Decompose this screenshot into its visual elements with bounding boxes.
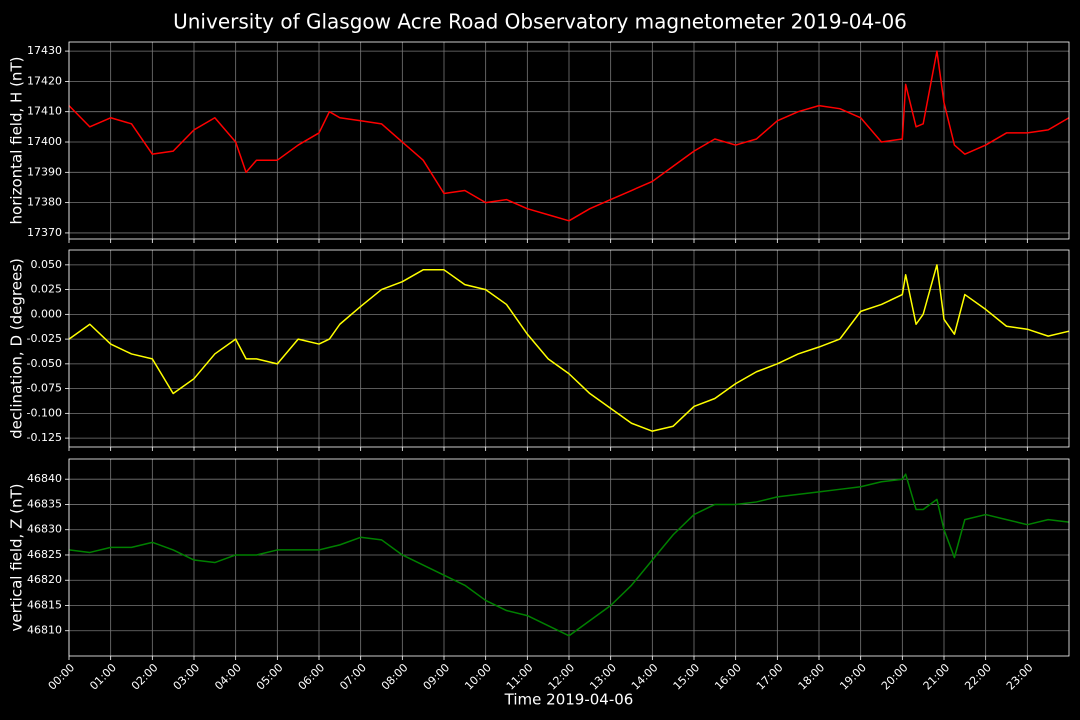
y-tick-label: 17390: [27, 165, 62, 178]
y-tick-label: 46840: [27, 472, 62, 485]
figure-title: University of Glasgow Acre Road Observat…: [173, 10, 907, 34]
y-tick-label: 46810: [27, 624, 62, 637]
y-tick-label: 17400: [27, 135, 62, 148]
y-tick-label: 46835: [27, 497, 62, 510]
y-tick-label: -0.100: [27, 406, 62, 419]
y-tick-label: -0.025: [27, 332, 62, 345]
y-axis-label: vertical field, Z (nT): [8, 483, 26, 631]
data-line: [68, 264, 1070, 432]
y-tick-label: 46820: [27, 573, 62, 586]
data-line: [68, 50, 1070, 222]
y-tick-label: 17420: [27, 74, 62, 87]
y-axis-label: horizontal field, H (nT): [8, 57, 26, 225]
plot-frame: [68, 458, 1070, 657]
y-axis-label: declination, D (degrees): [8, 258, 26, 439]
y-tick-label: 46830: [27, 523, 62, 536]
y-tick-label: -0.050: [27, 357, 62, 370]
y-tick-label: 0.050: [31, 258, 63, 271]
y-tick-label: 46825: [27, 548, 62, 561]
y-tick-label: 0.000: [31, 307, 63, 320]
y-tick-label: -0.075: [27, 382, 62, 395]
x-axis-label: Time 2019-04-06: [504, 691, 634, 709]
y-tick-label: -0.125: [27, 431, 62, 444]
data-line: [68, 473, 1070, 637]
y-tick-label: 17430: [27, 44, 62, 57]
y-tick-label: 46815: [27, 598, 62, 611]
plot-frame: [68, 41, 1070, 240]
y-tick-label: 17410: [27, 105, 62, 118]
y-tick-label: 17370: [27, 226, 62, 239]
y-tick-label: 0.025: [31, 283, 63, 296]
plot-frame: [68, 249, 1070, 448]
y-tick-label: 17380: [27, 196, 62, 209]
